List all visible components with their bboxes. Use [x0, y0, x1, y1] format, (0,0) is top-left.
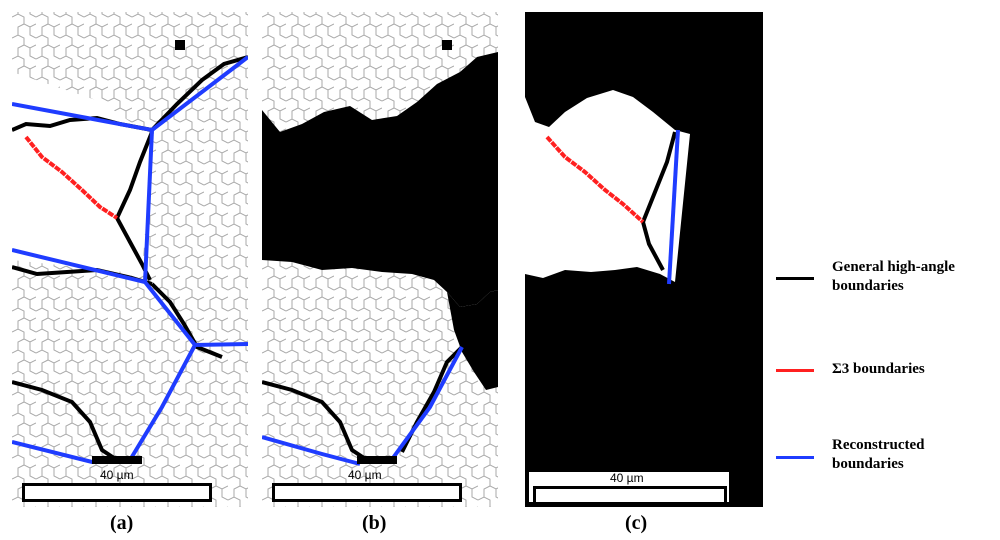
reconstructed-boundary-vertical	[143, 129, 154, 283]
legend-label-reconstructed: Reconstructed boundaries	[832, 437, 925, 472]
reconstructed-boundary-vertical	[667, 129, 680, 285]
small-grain-spot	[442, 40, 452, 50]
reconstructed-boundary-diagonal	[128, 344, 197, 462]
general-boundary-right	[150, 282, 223, 359]
general-boundary-bottom	[12, 380, 119, 462]
panel-a-map-graphic	[12, 12, 248, 507]
legend-line-reconstructed	[776, 456, 814, 459]
reconstructed-boundary-middle	[12, 248, 248, 348]
legend-label-general: General high-angle boundaries	[832, 259, 955, 294]
panel-b-grain-map: 40 µm	[262, 12, 498, 507]
reconstructed-boundary-diagonal	[388, 346, 464, 464]
legend-line-general	[776, 277, 814, 280]
unreconstructed-region	[525, 90, 690, 282]
boundary-junction-cluster	[92, 456, 142, 464]
legend-line-sigma3	[776, 369, 814, 372]
general-boundary-top	[150, 55, 248, 132]
small-grain-spot	[175, 40, 185, 50]
reconstructed-parent-grain-right	[447, 290, 498, 390]
sigma3-boundary	[545, 135, 645, 224]
scale-bar	[533, 486, 727, 505]
reconstructed-boundary-bottom	[262, 435, 361, 466]
sigma3-boundary	[24, 135, 119, 220]
panel-a-grain-map: 40 µm	[12, 12, 248, 507]
caption-c: (c)	[625, 512, 648, 534]
panel-c-grain-map: 40 µm	[525, 12, 763, 507]
scale-bar-label: 40 µm	[100, 468, 134, 482]
panel-c-map-graphic	[525, 12, 763, 507]
scale-bar-label: 40 µm	[610, 471, 644, 485]
panel-b-map-graphic	[262, 12, 498, 507]
general-boundary-triple	[640, 131, 677, 271]
caption-a: (a)	[110, 512, 134, 534]
general-boundary-triple	[115, 131, 154, 219]
reconstructed-parent-grain-upper	[262, 52, 498, 307]
caption-b: (b)	[362, 512, 387, 534]
boundary-junction-cluster	[357, 456, 397, 464]
general-boundary-bottom	[262, 380, 369, 462]
scale-bar	[22, 483, 212, 502]
legend-label-sigma3: Σ3 boundaries	[832, 361, 925, 377]
scale-bar-label: 40 µm	[348, 468, 382, 482]
scale-bar	[272, 483, 462, 502]
